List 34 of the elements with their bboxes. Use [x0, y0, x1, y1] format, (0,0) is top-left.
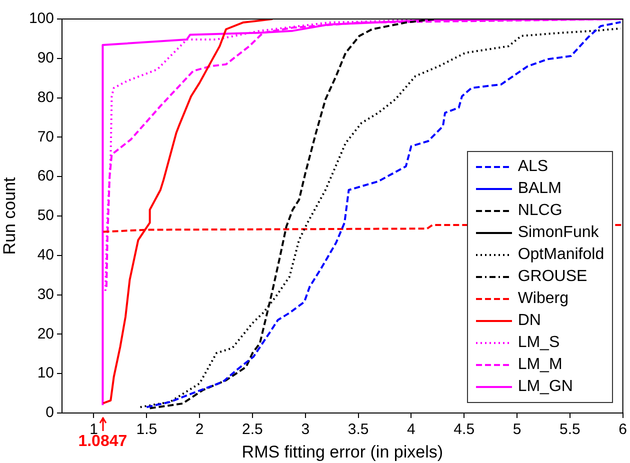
y-tick-label: 40: [37, 246, 54, 264]
x-tick-label: 4.5: [454, 421, 475, 438]
x-tick-label: 3: [301, 421, 310, 438]
x-tick-label: 5.5: [559, 421, 580, 438]
legend-label: LM_GN: [518, 378, 573, 396]
legend-label: NLCG: [518, 202, 562, 220]
y-tick-label: 70: [37, 128, 54, 146]
y-tick-label: 10: [37, 364, 54, 382]
y-axis-title: Run count: [0, 176, 19, 255]
x-tick-label: 3.5: [348, 421, 369, 438]
x-tick-label: 2: [195, 421, 204, 438]
legend-label: OptManifold: [518, 246, 604, 264]
y-tick-label: 30: [37, 286, 54, 303]
legend-label: ALS: [518, 158, 548, 176]
legend-label: SimonFunk: [518, 224, 599, 242]
y-tick-label: 50: [37, 207, 54, 224]
legend-label: DN: [518, 312, 541, 330]
legend-label: Wiberg: [518, 290, 569, 308]
legend-label: LM_M: [518, 356, 562, 374]
x-axis-title: RMS fitting error (in pixels): [242, 442, 444, 462]
x-tick-label: 5: [512, 421, 522, 438]
legend-label: BALM: [518, 180, 562, 198]
y-tick-label: 0: [46, 404, 54, 422]
legend-label: GROUSE: [518, 268, 588, 286]
y-tick-label: 60: [37, 168, 54, 185]
x-tick-label: 1.5: [136, 421, 158, 438]
y-tick-label: 100: [28, 10, 54, 28]
y-tick-label: 90: [37, 50, 54, 67]
legend-label: LM_S: [518, 334, 560, 352]
x-tick-label: 4: [407, 421, 416, 438]
x-tick-label: 2.5: [242, 421, 263, 438]
y-tick-label: 20: [37, 325, 54, 342]
y-tick-label: 80: [37, 88, 54, 106]
x-tick-label: 6: [618, 421, 627, 438]
